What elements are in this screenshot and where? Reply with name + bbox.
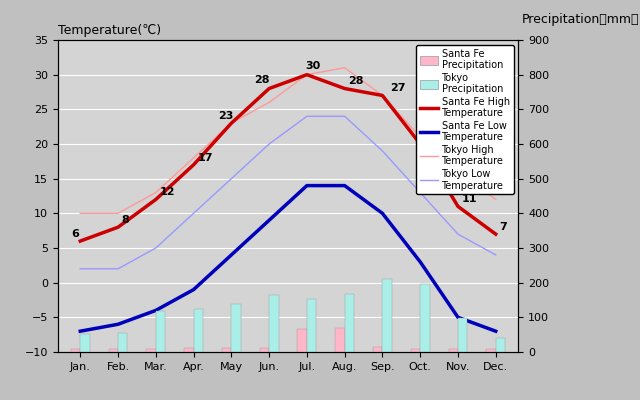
- Text: 28: 28: [348, 76, 364, 86]
- Text: 8: 8: [122, 215, 129, 225]
- Bar: [109, 348, 118, 352]
- Bar: [80, 334, 90, 352]
- Bar: [373, 347, 383, 352]
- Bar: [231, 304, 241, 352]
- Text: 7: 7: [499, 222, 508, 232]
- Text: 11: 11: [461, 194, 477, 204]
- Bar: [345, 294, 354, 352]
- Text: 23: 23: [218, 111, 234, 121]
- Bar: [486, 348, 496, 352]
- Text: 6: 6: [71, 229, 79, 239]
- Text: 30: 30: [305, 61, 320, 71]
- Bar: [298, 330, 307, 352]
- Text: Temperature(℃): Temperature(℃): [58, 24, 161, 38]
- Bar: [193, 309, 203, 352]
- Bar: [449, 348, 458, 352]
- Bar: [383, 279, 392, 352]
- Bar: [118, 332, 127, 352]
- Bar: [222, 348, 231, 352]
- Text: 12: 12: [159, 187, 175, 197]
- Bar: [260, 348, 269, 352]
- Text: 20: 20: [424, 132, 439, 142]
- Text: Precipitation（mm）: Precipitation（mm）: [522, 13, 639, 26]
- Legend: Santa Fe
Precipitation, Tokyo
Precipitation, Santa Fe High
Temperature, Santa Fe: Santa Fe Precipitation, Tokyo Precipitat…: [416, 45, 513, 194]
- Text: 17: 17: [197, 153, 213, 163]
- Bar: [307, 299, 316, 352]
- Bar: [335, 328, 345, 352]
- Bar: [458, 318, 467, 352]
- Bar: [269, 295, 278, 352]
- Text: 27: 27: [390, 83, 406, 93]
- Bar: [496, 338, 505, 352]
- Bar: [420, 284, 429, 352]
- Bar: [71, 348, 80, 352]
- Text: 28: 28: [254, 75, 269, 85]
- Bar: [147, 348, 156, 352]
- Bar: [156, 311, 165, 352]
- Bar: [411, 348, 420, 352]
- Bar: [184, 348, 193, 352]
